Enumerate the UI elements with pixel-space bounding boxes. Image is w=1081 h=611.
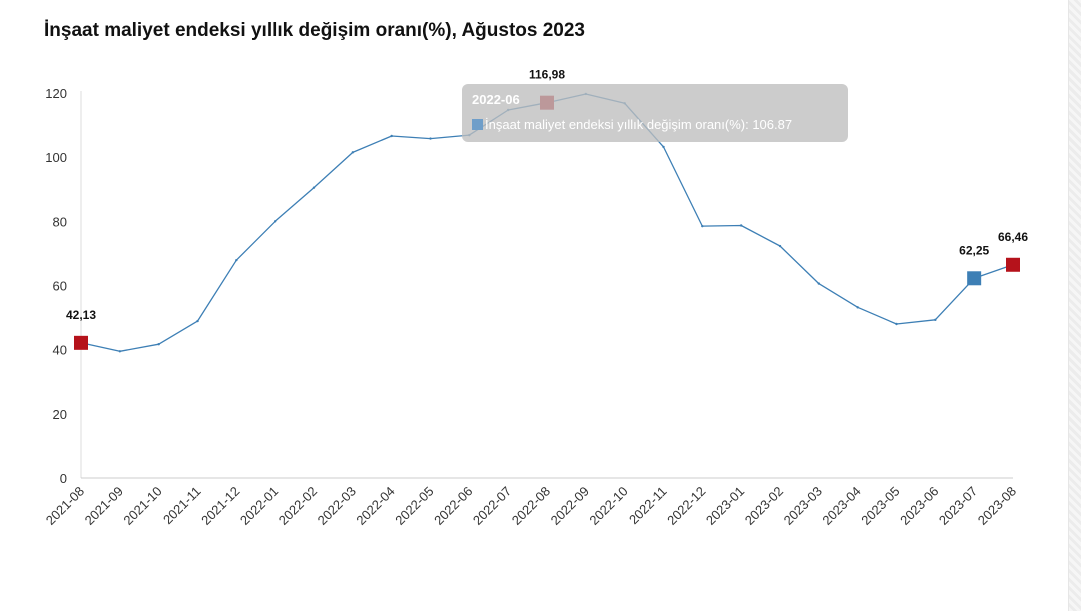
data-point[interactable]	[157, 343, 160, 346]
x-tick-label: 2021-09	[82, 484, 126, 528]
highlight-marker[interactable]	[74, 335, 88, 350]
data-point[interactable]	[390, 134, 393, 138]
x-tick-label: 2022-05	[392, 484, 436, 528]
x-tick-label: 2022-08	[509, 484, 553, 528]
x-tick-label: 2022-01	[237, 484, 281, 528]
x-tick-label: 2021-12	[198, 484, 242, 528]
highlight-marker[interactable]	[967, 271, 982, 286]
y-tick-label: 80	[53, 214, 67, 229]
y-tick-label: 60	[53, 279, 67, 294]
data-label: 62,25	[959, 243, 989, 257]
x-axis: 2021-082021-092021-102021-112021-122022-…	[43, 477, 1019, 528]
x-tick-label: 2023-06	[897, 484, 941, 528]
x-tick-label: 2022-10	[586, 484, 630, 528]
x-tick-label: 2023-01	[703, 484, 747, 528]
data-label: 116,98	[529, 68, 565, 82]
highlight-marker[interactable]	[1006, 257, 1020, 272]
x-tick-label: 2023-03	[781, 484, 825, 528]
data-point[interactable]	[701, 224, 704, 228]
data-point[interactable]	[196, 319, 199, 323]
data-point[interactable]	[662, 145, 665, 149]
y-tick-label: 20	[53, 407, 67, 422]
data-label: 42,13	[66, 308, 96, 322]
tooltip-row: İnşaat maliyet endeksi yıllık değişim or…	[472, 117, 838, 132]
y-axis: 0 20 40 60 80 100 120	[45, 86, 82, 486]
x-tick-label: 2023-02	[742, 484, 786, 528]
data-point[interactable]	[934, 318, 937, 322]
data-point[interactable]	[118, 350, 122, 353]
tooltip-value-text: İnşaat maliyet endeksi yıllık değişim or…	[485, 117, 793, 132]
x-tick-label: 2022-12	[664, 484, 708, 528]
x-tick-label: 2021-11	[160, 484, 204, 528]
y-tick-label: 40	[53, 343, 67, 358]
data-point[interactable]	[351, 151, 355, 154]
x-tick-label: 2022-09	[548, 484, 592, 528]
data-point[interactable]	[895, 322, 898, 326]
tooltip-category: 2022-06	[472, 92, 520, 107]
x-tick-label: 2021-08	[43, 484, 87, 528]
data-point[interactable]	[312, 186, 316, 189]
x-tick-label: 2022-06	[431, 484, 475, 528]
y-tick-label: 120	[45, 86, 67, 101]
x-tick-label: 2022-11	[626, 484, 670, 528]
data-label: 66,46	[998, 230, 1028, 244]
x-tick-label: 2022-03	[315, 484, 359, 528]
data-point[interactable]	[273, 220, 277, 223]
data-point[interactable]	[235, 258, 238, 262]
tooltip-swatch-icon	[472, 119, 483, 130]
chart-title: İnşaat maliyet endeksi yıllık değişim or…	[44, 20, 585, 41]
data-point[interactable]	[778, 244, 782, 248]
x-tick-label: 2023-07	[936, 484, 980, 528]
x-tick-label: 2023-04	[819, 484, 863, 528]
x-tick-label: 2023-05	[858, 484, 902, 528]
data-point[interactable]	[817, 282, 821, 285]
x-tick-label: 2021-10	[120, 484, 164, 528]
page-edge-strip	[1068, 0, 1081, 611]
y-tick-label: 100	[45, 150, 67, 165]
x-tick-label: 2022-04	[353, 484, 397, 528]
chart-tooltip: 2022-06 İnşaat maliyet endeksi yıllık de…	[462, 84, 848, 142]
data-point[interactable]	[739, 224, 743, 227]
data-point[interactable]	[429, 137, 432, 140]
data-point[interactable]	[856, 306, 859, 309]
y-tick-label: 0	[60, 471, 67, 486]
x-tick-label: 2022-07	[470, 484, 514, 528]
x-tick-label: 2022-02	[276, 484, 320, 528]
x-tick-label: 2023-08	[975, 484, 1019, 528]
